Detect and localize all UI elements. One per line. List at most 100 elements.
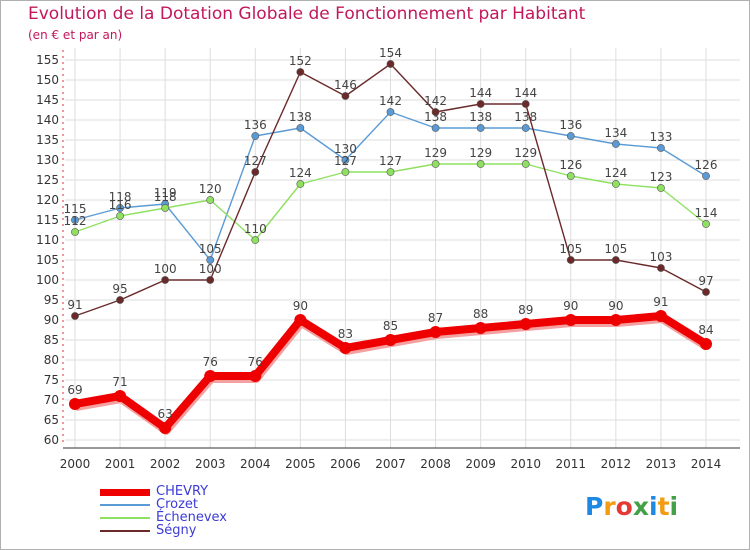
data-label: 130 <box>334 142 357 156</box>
data-point <box>657 144 665 152</box>
data-label: 100 <box>199 262 222 276</box>
y-tick-label: 120 <box>36 193 59 207</box>
logo-letter: x <box>632 492 649 521</box>
data-point <box>700 338 712 350</box>
data-label: 84 <box>698 323 713 337</box>
data-point <box>251 236 260 244</box>
data-point <box>521 100 530 108</box>
data-label: 90 <box>293 299 308 313</box>
y-tick-label: 135 <box>36 133 59 147</box>
data-label: 90 <box>608 299 623 313</box>
data-point <box>386 108 395 116</box>
y-tick-label: 115 <box>36 213 59 227</box>
y-tick-label: 145 <box>36 93 59 107</box>
legend-label: CHEVRY <box>156 484 209 499</box>
data-point <box>566 172 575 180</box>
proxiti-logo: Proxiti <box>585 492 678 521</box>
y-tick-label: 85 <box>44 333 59 347</box>
data-point <box>161 276 170 284</box>
chart-subtitle: (en € et par an) <box>28 28 123 42</box>
data-label: 124 <box>604 166 627 180</box>
data-point <box>611 180 620 188</box>
data-point <box>476 160 485 168</box>
x-tick-label: 2005 <box>285 457 316 471</box>
data-label: 127 <box>379 154 402 168</box>
data-point <box>341 168 350 176</box>
data-point <box>431 124 440 132</box>
data-label: 97 <box>698 274 713 288</box>
y-tick-label: 75 <box>44 373 59 387</box>
data-label: 91 <box>653 295 668 309</box>
data-point <box>564 314 577 326</box>
y-tick-label: 95 <box>44 293 59 307</box>
data-point <box>657 264 665 272</box>
x-tick-label: 2013 <box>646 457 677 471</box>
data-point <box>204 370 217 382</box>
y-tick-label: 105 <box>36 253 59 267</box>
legend-label: Crozet <box>156 497 199 512</box>
data-label: 138 <box>424 110 447 124</box>
y-tick-label: 155 <box>36 53 59 67</box>
data-label: 152 <box>289 54 312 68</box>
data-point <box>611 140 620 148</box>
data-label: 126 <box>559 158 582 172</box>
y-tick-label: 125 <box>36 173 59 187</box>
data-label: 89 <box>518 303 533 317</box>
data-point <box>161 204 170 212</box>
data-label: 123 <box>649 170 672 184</box>
data-point <box>251 132 260 140</box>
data-point <box>609 314 622 326</box>
data-point <box>431 108 440 116</box>
data-point <box>71 312 79 320</box>
data-label: 144 <box>514 86 537 100</box>
data-point <box>206 276 215 284</box>
data-label: 133 <box>649 130 672 144</box>
y-tick-label: 65 <box>44 413 59 427</box>
data-point <box>159 422 172 434</box>
x-tick-label: 2004 <box>240 457 271 471</box>
y-tick-label: 90 <box>44 313 59 327</box>
data-label: 95 <box>112 282 127 296</box>
data-label: 103 <box>649 250 672 264</box>
data-label: 83 <box>338 327 353 341</box>
data-point <box>474 322 487 334</box>
data-label: 118 <box>154 190 177 204</box>
data-point <box>341 92 350 100</box>
data-point <box>519 318 532 330</box>
data-point <box>71 216 79 224</box>
data-label: 100 <box>154 262 177 276</box>
data-point <box>566 132 575 140</box>
data-point <box>206 256 215 264</box>
data-label: 129 <box>514 146 537 160</box>
data-label: 116 <box>109 198 132 212</box>
legend-swatch <box>100 530 150 532</box>
y-tick-label: 110 <box>36 233 59 247</box>
data-point <box>116 212 124 220</box>
data-label: 112 <box>64 214 87 228</box>
data-label: 91 <box>67 298 82 312</box>
data-point <box>339 342 352 354</box>
chart-title: Evolution de la Dotation Globale de Fonc… <box>28 4 586 24</box>
x-tick-label: 2000 <box>60 457 91 471</box>
data-label: 87 <box>428 311 443 325</box>
data-label: 127 <box>334 154 357 168</box>
data-point <box>702 288 710 296</box>
logo-letter: o <box>615 492 633 521</box>
data-label: 142 <box>379 94 402 108</box>
data-label: 138 <box>469 110 492 124</box>
logo-letter: i <box>649 492 658 521</box>
data-point <box>386 60 395 68</box>
data-point <box>251 168 260 176</box>
data-label: 138 <box>514 110 537 124</box>
logo-letter: t <box>657 492 670 521</box>
data-label: 105 <box>604 242 627 256</box>
data-point <box>294 314 307 326</box>
data-point <box>702 172 710 180</box>
x-tick-label: 2002 <box>150 457 181 471</box>
data-label: 120 <box>199 182 222 196</box>
data-label: 76 <box>248 355 263 369</box>
data-label: 69 <box>67 383 82 397</box>
logo-letter: r <box>603 492 616 521</box>
logo-letter: P <box>585 492 604 521</box>
